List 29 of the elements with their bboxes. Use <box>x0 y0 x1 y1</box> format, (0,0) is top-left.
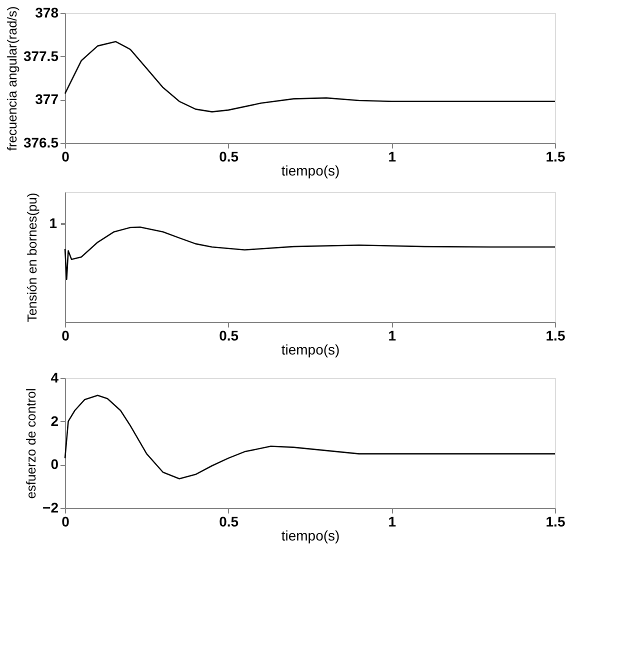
x-tick-label: 0.5 <box>219 514 239 530</box>
y-axis-title: Tensión en bornes(pu) <box>24 192 40 322</box>
x-axis-title: tiempo(s) <box>281 162 340 178</box>
x-tick-label: 1.5 <box>546 328 566 344</box>
x-tick-label: 0.5 <box>219 328 239 344</box>
y-tick-label: 4 <box>50 370 59 386</box>
x-axis-title: tiempo(s) <box>281 342 340 358</box>
y-tick-label: 0 <box>50 456 59 472</box>
y-axis-title: frecuencia angular(rad/s) <box>4 6 20 151</box>
x-tick-label: 0 <box>62 148 70 164</box>
x-tick-label: 0 <box>62 328 70 344</box>
x-tick-label: 0 <box>62 514 70 530</box>
x-tick-label: 0.5 <box>219 148 239 164</box>
y-tick-label: 2 <box>50 412 59 429</box>
x-tick-label: 1.5 <box>546 148 566 164</box>
y-axis-title: esfuerzo de control <box>24 388 39 499</box>
x-tick-label: 1 <box>388 328 396 344</box>
x-tick-label: 1.5 <box>546 514 566 530</box>
text: 1 <box>49 215 58 231</box>
y-tick-label: 376.5 <box>23 134 59 150</box>
x-axis-title: tiempo(s) <box>281 528 340 544</box>
line-series <box>64 40 556 112</box>
y-tick-label: 378 <box>35 4 59 20</box>
line-series <box>64 394 556 480</box>
y-tick-label: 377.5 <box>23 48 59 64</box>
y-tick-label: −2 <box>42 500 59 516</box>
x-tick-label: 1 <box>388 514 396 530</box>
y-tick-label: 377 <box>35 91 59 108</box>
x-tick-label: 1 <box>388 148 396 164</box>
